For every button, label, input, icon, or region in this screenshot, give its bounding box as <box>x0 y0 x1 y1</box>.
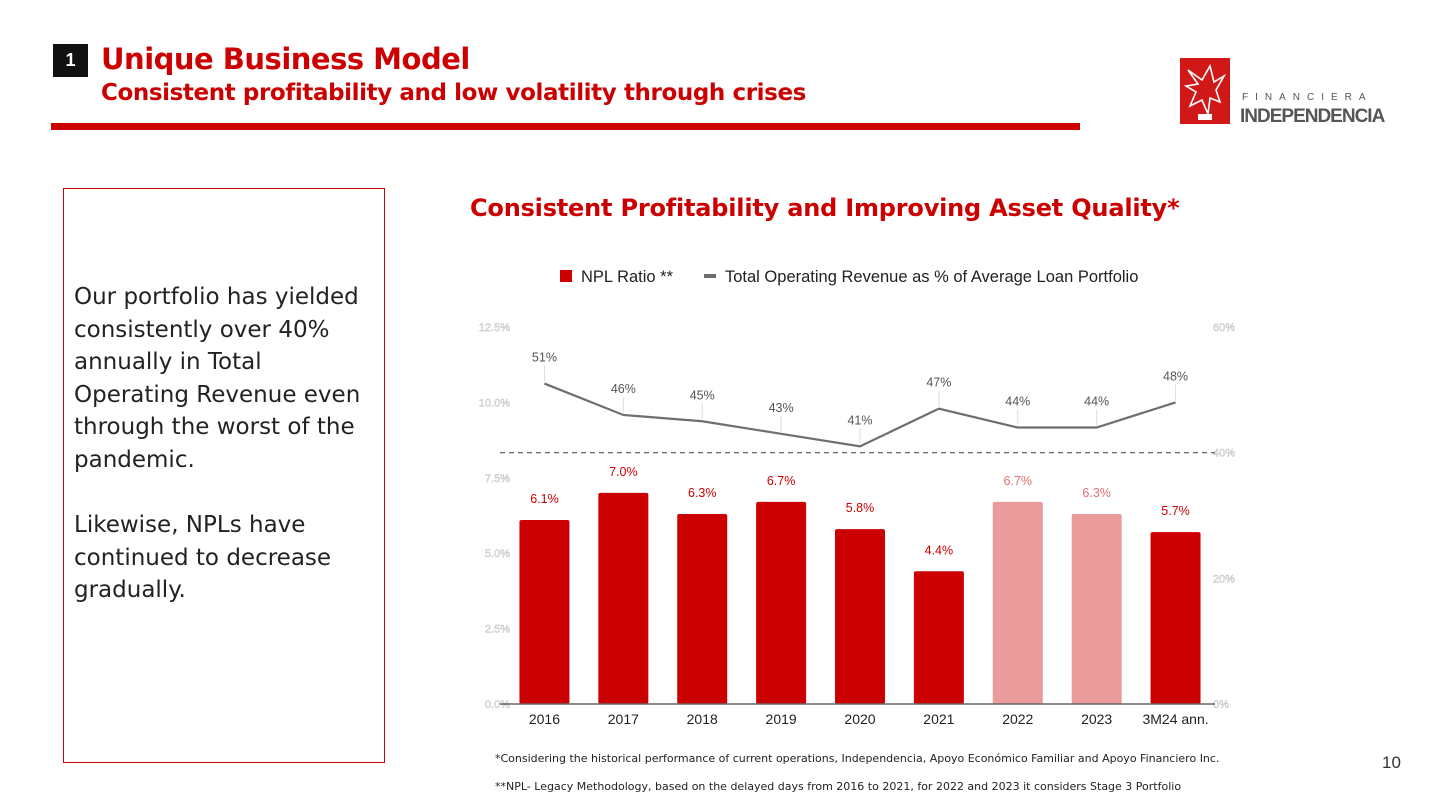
right-axis-tick-label: 40% <box>1213 448 1235 460</box>
chart-container: 0.0% 2.5% 5.0% 7.5% 10.0% 12.5% 0% 20% 40% 60% 6.1… <box>460 255 1260 740</box>
npl-bar <box>835 529 885 704</box>
npl-bar <box>677 513 728 704</box>
revenue-data-label: 43% <box>769 401 794 415</box>
npl-data-label: 5.8% <box>846 501 875 515</box>
x-axis-tick-label: 2023 <box>1081 711 1112 727</box>
page-subtitle: Consistent profitability and low volatil… <box>101 80 806 106</box>
chart-title: Consistent Profitability and Improving A… <box>470 194 1180 222</box>
x-axis-tick-label: 3M24 ann. <box>1142 711 1208 727</box>
left-axis-tick-label: 10.0% <box>479 397 510 409</box>
x-axis-tick-label: 2020 <box>844 711 875 727</box>
x-axis-tick-label: 2022 <box>1002 711 1033 727</box>
npl-bar <box>519 520 570 704</box>
npl-bar <box>756 501 807 704</box>
page-number: 10 <box>1382 753 1401 772</box>
x-axis-tick-label: 2019 <box>766 711 797 727</box>
left-axis-tick-label: 7.5% <box>485 473 510 485</box>
x-axis-tick-label: 2016 <box>529 711 560 727</box>
footnote-2: **NPL- Legacy Methodology, based on the … <box>495 780 1182 793</box>
x-axis-tick-label: 2017 <box>608 711 639 727</box>
npl-data-label: 6.7% <box>767 474 796 488</box>
left-axis-tick-label: 5.0% <box>485 548 510 560</box>
company-logo: FINANCIERA INDEPENDENCIA <box>1180 58 1385 127</box>
logo-text-bottom: INDEPENDENCIA <box>1240 106 1385 127</box>
npl-data-label: 6.1% <box>530 492 559 506</box>
npl-data-label: 7.0% <box>609 465 638 479</box>
logo-text-top: FINANCIERA <box>1242 92 1373 103</box>
section-number-badge: 1 <box>53 44 88 77</box>
revenue-data-label: 47% <box>926 376 951 390</box>
npl-bar <box>598 492 649 704</box>
revenue-data-label: 48% <box>1163 369 1188 383</box>
x-axis-tick-label: 2021 <box>923 711 954 727</box>
legend-label-revenue: Total Operating Revenue as % of Average … <box>725 268 1138 286</box>
summary-paragraph-npl: Likewise, NPLs have continued to decreas… <box>74 512 332 603</box>
npl-data-label: 6.3% <box>1082 486 1111 500</box>
x-axis-tick-label: 2018 <box>687 711 718 727</box>
footnote-1: *Considering the historical performance … <box>495 752 1220 765</box>
npl-bar <box>992 501 1043 704</box>
npl-bar <box>1150 532 1201 704</box>
npl-data-label: 5.7% <box>1161 504 1190 518</box>
summary-paragraph-revenue: Our portfolio has yielded consistently o… <box>74 284 361 473</box>
page-title: Unique Business Model <box>101 42 470 76</box>
right-axis-tick-label: 0% <box>1213 699 1229 711</box>
revenue-data-label: 45% <box>690 388 715 402</box>
right-axis-tick-label: 60% <box>1213 322 1235 334</box>
legend-swatch-revenue <box>704 274 716 278</box>
logo-emblem-icon <box>1180 58 1230 124</box>
revenue-data-label: 44% <box>1084 395 1109 409</box>
npl-data-label: 6.7% <box>1004 474 1033 488</box>
legend-swatch-npl <box>560 270 572 282</box>
revenue-data-label: 51% <box>532 351 557 365</box>
revenue-data-label: 44% <box>1005 395 1030 409</box>
header-divider <box>51 123 1080 130</box>
npl-bar <box>913 571 964 704</box>
npl-data-label: 6.3% <box>688 486 717 500</box>
revenue-data-label: 41% <box>847 413 872 427</box>
left-axis-tick-label: 0.0% <box>485 699 510 711</box>
npl-data-label: 4.4% <box>925 543 954 557</box>
revenue-line <box>544 382 1176 448</box>
npl-bar <box>1071 513 1122 704</box>
left-axis-tick-label: 12.5% <box>479 322 510 334</box>
revenue-data-label: 46% <box>611 382 636 396</box>
right-axis-tick-label: 20% <box>1213 573 1235 585</box>
left-axis-tick-label: 2.5% <box>485 624 510 636</box>
combo-chart: 0.0% 2.5% 5.0% 7.5% 10.0% 12.5% 0% 20% 40% 60% 6.1… <box>479 268 1236 727</box>
summary-textbox: Our portfolio has yielded consistently o… <box>63 188 385 763</box>
legend-label-npl: NPL Ratio ** <box>581 268 674 286</box>
